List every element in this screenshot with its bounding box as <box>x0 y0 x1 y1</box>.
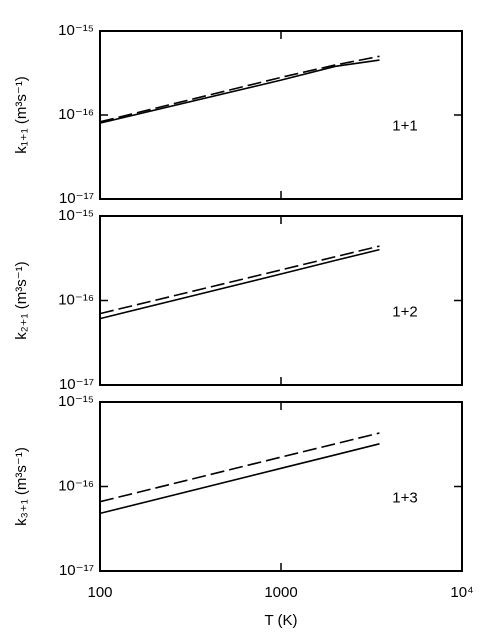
y-tick-label: 10⁻¹⁶ <box>58 106 94 123</box>
y-axis-label: k₃₊₁ (m³s⁻¹) <box>13 447 30 526</box>
plot-frame <box>99 30 463 200</box>
y-tick-label: 10⁻¹⁷ <box>59 562 94 579</box>
y-tick-label: 10⁻¹⁷ <box>59 190 94 207</box>
x-tick-label: 100 <box>87 584 112 601</box>
y-tick-label: 10⁻¹⁷ <box>59 376 94 393</box>
y-tick-label: 10⁻¹⁶ <box>58 477 94 494</box>
series-line <box>99 59 380 124</box>
y-tick-label: 10⁻¹⁵ <box>58 207 94 224</box>
panel-annotation: 1+1 <box>392 118 417 135</box>
x-axis-label: T (K) <box>264 612 297 629</box>
series-line <box>99 248 380 320</box>
plot-frame <box>99 401 463 572</box>
x-tick-label: 1000 <box>264 584 297 601</box>
x-tick-label: 10⁴ <box>450 584 473 601</box>
y-axis-label: k₁₊₁ (m³s⁻¹) <box>13 76 30 154</box>
series-line <box>99 55 380 123</box>
y-tick-label: 10⁻¹⁵ <box>58 22 94 39</box>
y-tick-label: 10⁻¹⁶ <box>58 291 94 308</box>
series-line <box>99 443 380 515</box>
panel-annotation: 1+3 <box>392 489 417 506</box>
panel-annotation: 1+2 <box>392 303 417 320</box>
series-line <box>99 432 380 503</box>
y-tick-label: 10⁻¹⁵ <box>58 393 94 410</box>
y-axis-label: k₂₊₁ (m³s⁻¹) <box>13 261 30 339</box>
plot-frame <box>99 215 463 386</box>
series-line <box>99 245 380 315</box>
